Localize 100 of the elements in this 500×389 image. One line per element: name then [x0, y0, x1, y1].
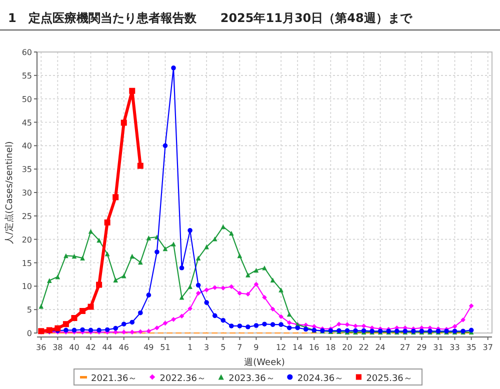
point	[278, 288, 284, 292]
point	[254, 323, 259, 328]
point	[104, 327, 110, 332]
point	[179, 314, 184, 319]
x-tick-label: 12	[276, 343, 286, 352]
point	[196, 282, 201, 288]
point	[162, 320, 168, 326]
point	[88, 304, 94, 310]
point	[212, 285, 218, 290]
x-tick-label: 33	[450, 343, 460, 352]
x-tick-label: 5	[220, 343, 226, 352]
x-tick-label: 3	[204, 343, 210, 352]
point	[104, 251, 110, 256]
point	[130, 320, 135, 325]
point	[220, 318, 226, 323]
x-tick-label: 9	[254, 343, 259, 352]
point	[130, 330, 135, 334]
x-tick-label: 24	[375, 343, 386, 352]
x-tick-label: 20	[342, 343, 352, 352]
point	[237, 324, 242, 328]
point	[336, 322, 342, 326]
point	[204, 300, 209, 305]
point	[270, 278, 276, 282]
x-axis-title: 週(Week)	[244, 357, 285, 368]
point	[137, 162, 144, 169]
point	[129, 88, 136, 94]
point	[229, 230, 234, 236]
x-tick-label: 14	[292, 343, 303, 352]
point	[146, 236, 152, 240]
point	[361, 324, 366, 328]
point	[171, 242, 176, 246]
point	[146, 328, 152, 334]
point	[71, 315, 78, 322]
point	[96, 282, 102, 288]
point	[188, 228, 192, 233]
x-tick-label: 49	[144, 343, 154, 352]
point	[452, 324, 458, 329]
y-tick-label: 40	[22, 142, 32, 151]
chart-title: 1 定点医療機関当たり患者報告数 2025年11月30日（第48週）まで	[8, 11, 413, 25]
point	[171, 66, 176, 70]
point	[237, 290, 242, 296]
point	[47, 278, 52, 283]
point	[121, 322, 126, 326]
point	[88, 228, 94, 234]
point	[179, 266, 184, 270]
y-tick-label: 60	[22, 48, 32, 57]
x-tick-label: 29	[416, 343, 427, 352]
x-tick-label: 35	[466, 343, 476, 352]
y-tick-label: 30	[22, 188, 32, 198]
point	[262, 322, 267, 326]
y-tick-label: 35	[22, 165, 32, 174]
y-tick-label: 15	[22, 258, 32, 268]
x-tick-label: 46	[118, 343, 129, 352]
point	[80, 327, 85, 332]
point	[270, 306, 276, 312]
point	[179, 295, 184, 300]
point	[121, 330, 126, 334]
x-tick-label: 1	[188, 343, 193, 352]
point	[286, 320, 292, 326]
point	[460, 317, 466, 322]
x-tick-label: 42	[86, 343, 96, 352]
point	[204, 288, 209, 292]
point	[212, 236, 218, 242]
point	[188, 306, 192, 312]
x-tick-label: 36	[36, 343, 46, 352]
legend-label: 2023.36～	[228, 374, 275, 384]
point	[229, 284, 234, 290]
point	[212, 313, 218, 318]
point	[72, 254, 77, 259]
y-tick-label: 20	[22, 235, 32, 244]
point	[112, 194, 119, 200]
y-tick-label: 45	[22, 118, 32, 128]
x-tick-label: 44	[102, 343, 112, 352]
point	[146, 292, 152, 298]
point	[80, 256, 85, 260]
point	[154, 325, 160, 330]
point	[344, 322, 350, 327]
point	[468, 303, 474, 308]
point	[121, 273, 126, 278]
point	[188, 284, 192, 290]
point	[286, 325, 292, 330]
point	[120, 120, 127, 126]
point	[295, 325, 300, 330]
point	[162, 143, 168, 148]
point	[196, 256, 201, 260]
y-tick-label: 0	[26, 329, 32, 338]
x-tick-label: 40	[69, 343, 80, 352]
point	[64, 253, 68, 258]
point	[270, 322, 276, 327]
legend-label: 2025.36～	[366, 374, 412, 384]
point	[278, 314, 284, 320]
legend-label: 2022.36～	[160, 374, 206, 384]
point	[220, 224, 226, 230]
point	[196, 290, 201, 296]
point	[154, 250, 160, 254]
x-tick-label: 18	[326, 343, 336, 352]
x-tick-label: 27	[400, 343, 410, 352]
x-tick-label: 31	[433, 343, 444, 352]
y-axis-title: 人/定点(Cases/sentinel)	[4, 141, 15, 244]
point	[220, 286, 226, 290]
